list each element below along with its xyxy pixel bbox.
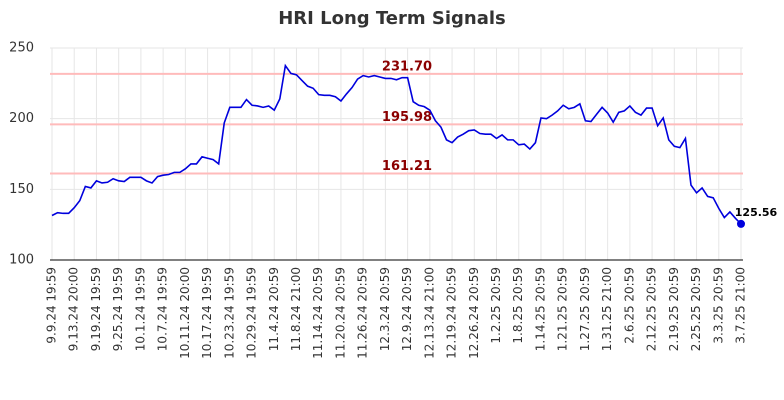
signal-label: 195.98	[382, 110, 432, 125]
y-tick-label: 200	[9, 111, 34, 126]
x-tick-label: 2.25.25 20:59	[689, 267, 703, 351]
signal-label: 231.70	[382, 59, 432, 74]
x-tick-label: 10.17.24 19:59	[200, 267, 214, 359]
x-tick-label: 1.31.25 21:00	[600, 267, 614, 351]
x-tick-label: 12.9.24 20:59	[400, 267, 414, 351]
last-point	[737, 219, 745, 228]
x-tick-label: 12.13.24 21:00	[422, 267, 436, 359]
chart-title: HRI Long Term Signals	[278, 8, 506, 29]
x-tick-label: 11.8.24 21:00	[289, 267, 303, 351]
y-tick-label: 150	[9, 182, 34, 197]
price-line	[51, 63, 742, 225]
x-tick-label: 10.1.24 19:59	[133, 267, 147, 351]
x-tick-label: 10.7.24 19:59	[156, 267, 170, 351]
x-tick-label: 1.14.25 20:59	[533, 267, 547, 351]
y-tick-label: 100	[9, 253, 34, 268]
x-tick-label: 1.21.25 20:59	[556, 267, 570, 351]
signal-label: 161.21	[382, 159, 432, 174]
x-tick-label: 11.14.24 20:59	[311, 267, 325, 359]
x-tick-label: 9.19.24 19:59	[89, 267, 103, 351]
x-tick-label: 11.20.24 20:59	[333, 267, 347, 359]
last-value-label: 125.56	[735, 206, 778, 219]
x-tick-label: 3.7.25 21:00	[734, 267, 748, 344]
x-tick-label: 1.27.25 20:59	[578, 267, 592, 351]
x-tick-label: 12.3.24 20:59	[378, 267, 392, 351]
x-tick-label: 1.2.25 20:59	[489, 267, 503, 344]
x-tick-label: 9.13.24 20:00	[67, 267, 81, 351]
x-tick-label: 9.25.24 19:59	[111, 267, 125, 351]
x-tick-label: 10.23.24 19:59	[222, 267, 236, 359]
y-tick-label: 250	[9, 41, 34, 56]
x-tick-label: 11.4.24 20:59	[267, 267, 281, 351]
x-tick-label: 10.11.24 20:00	[178, 267, 192, 359]
x-tick-label: 12.26.24 20:59	[467, 267, 481, 359]
x-tick-label: 1.8.25 20:59	[511, 267, 525, 344]
x-tick-label: 12.19.24 20:59	[445, 267, 459, 359]
x-tick-label: 2.19.25 20:59	[667, 267, 681, 351]
x-tick-label: 9.9.24 19:59	[45, 267, 59, 344]
x-tick-label: 2.6.25 20:59	[622, 267, 636, 344]
x-tick-label: 11.26.24 20:59	[356, 267, 370, 359]
x-tick-label: 10.29.24 19:59	[245, 267, 259, 359]
x-tick-label: 3.3.25 20:59	[711, 267, 725, 344]
x-tick-label: 2.12.25 20:59	[645, 267, 659, 351]
